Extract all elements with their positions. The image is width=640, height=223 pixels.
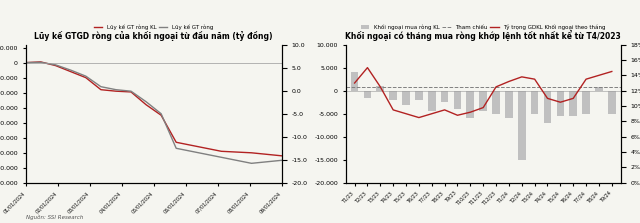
Bar [402, 91, 410, 105]
Bar [376, 86, 384, 91]
Bar [467, 91, 474, 118]
Bar [557, 91, 564, 116]
Bar [543, 91, 551, 123]
Text: Nguồn: SSI Research: Nguồn: SSI Research [26, 214, 83, 219]
Legend: Khối ngoại mua ròng KL, Tham chiếu, Tỷ trọng GDKL Khối ngoại theo tháng: Khối ngoại mua ròng KL, Tham chiếu, Tỷ t… [359, 23, 607, 33]
Bar [364, 91, 371, 98]
Title: Khối ngoại có tháng mua ròng khớp lệnh tốt nhất kể từ T4/2023: Khối ngoại có tháng mua ròng khớp lệnh t… [346, 30, 621, 41]
Bar [582, 91, 590, 114]
Bar [428, 91, 436, 112]
Bar [454, 91, 461, 109]
Bar [570, 91, 577, 116]
Bar [531, 91, 538, 114]
Title: Lũy kế GTGD ròng của khối ngoại từ đầu năm (tỷ đồng): Lũy kế GTGD ròng của khối ngoại từ đầu n… [35, 31, 273, 41]
Bar [518, 91, 525, 160]
Bar [608, 91, 616, 114]
Bar [492, 91, 500, 114]
Bar [595, 87, 603, 91]
Bar [505, 91, 513, 118]
Legend: Lũy kế GT ròng KL, Lũy kế GT ròng: Lũy kế GT ròng KL, Lũy kế GT ròng [92, 23, 216, 32]
Bar [441, 91, 449, 102]
Bar [389, 91, 397, 100]
Bar [351, 72, 358, 91]
Bar [415, 91, 423, 100]
Bar [479, 91, 487, 112]
